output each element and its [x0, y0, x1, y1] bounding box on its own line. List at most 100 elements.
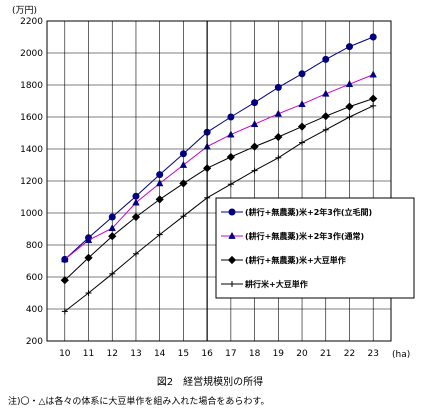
data-point [250, 142, 259, 151]
data-point [369, 33, 377, 41]
series-3 [60, 94, 378, 285]
data-point [369, 94, 378, 103]
data-point [84, 236, 93, 244]
x-tick-label: 23 [367, 349, 378, 359]
x-tick-label: 15 [178, 349, 189, 359]
legend-item: (耕行+無農薬)米+2年3作(立毛間) [221, 207, 372, 217]
series-4 [61, 102, 377, 315]
legend-item: (耕行+無農薬)米+大豆単作 [221, 255, 346, 265]
data-point [108, 232, 117, 241]
data-point [179, 150, 187, 158]
y-tick-label: 2200 [20, 17, 43, 27]
data-point [227, 130, 235, 138]
data-point [321, 112, 330, 121]
y-tick-label: 400 [26, 305, 43, 315]
data-point [155, 195, 164, 204]
x-tick-label: 18 [249, 349, 261, 359]
data-point [156, 171, 164, 179]
x-tick-label: 11 [83, 349, 94, 359]
y-unit-label: (万円) [12, 5, 37, 16]
data-point [275, 154, 282, 161]
x-tick-label: 13 [130, 349, 141, 359]
axis-layer: 200 400 600 800 1000 1200 1400 1600 1800 2000 2200… [20, 17, 392, 359]
data-point [370, 102, 377, 109]
data-point [226, 152, 235, 162]
y-tick-label: 1800 [20, 81, 43, 91]
data-point [369, 70, 377, 78]
data-point [251, 99, 259, 107]
data-point [132, 192, 140, 200]
legend-item: (耕行+無農薬)米+2年3作(通常) [221, 231, 364, 241]
y-tick-label: 800 [26, 241, 43, 251]
data-point [179, 179, 188, 188]
data-point [322, 126, 329, 133]
data-point [179, 160, 188, 168]
data-point [132, 198, 140, 206]
data-point [274, 132, 283, 142]
x-tick-label: 21 [320, 349, 331, 359]
data-point [274, 109, 283, 117]
data-point [251, 167, 258, 174]
data-point [131, 212, 141, 222]
legend-label: (耕行+無農薬)米+大豆単作 [245, 255, 346, 265]
legend-marker [229, 281, 235, 287]
data-point [180, 213, 187, 220]
series-line [64, 74, 374, 260]
x-tick-label: 17 [225, 349, 236, 359]
y-tick-label: 1000 [20, 209, 43, 219]
data-point [227, 181, 234, 188]
data-point [250, 120, 259, 128]
data-point [61, 255, 69, 263]
y-tick-label: 2000 [20, 49, 43, 59]
data-point [61, 308, 68, 315]
x-unit-label: (ha) [392, 350, 410, 360]
series-line [64, 98, 374, 281]
figure-caption: 図2 経営規模別の所得 [157, 375, 263, 388]
series-layer [60, 33, 378, 315]
legend-box [215, 197, 415, 299]
figure-note: 注)〇・△は各々の体系に大豆単作を組み入れた場合をあらわす。 [8, 395, 270, 407]
series-line [64, 105, 374, 312]
y-tick-label: 200 [26, 337, 43, 347]
data-point [227, 113, 235, 121]
data-point [345, 80, 354, 88]
series-line [64, 36, 374, 260]
data-point [345, 102, 354, 111]
data-point [274, 83, 282, 91]
legend-label: 耕行米+大豆単作 [244, 279, 308, 289]
data-point [298, 100, 306, 108]
x-tick-label: 22 [344, 349, 355, 359]
y-tick-label: 600 [26, 273, 43, 283]
data-point [322, 89, 330, 97]
data-point [298, 70, 306, 78]
data-point [85, 290, 92, 296]
legend-marker [228, 231, 236, 239]
data-point [345, 43, 353, 51]
legend-marker [228, 208, 236, 216]
data-point [84, 253, 93, 262]
data-point [155, 179, 164, 187]
legend-item: 耕行米+大豆単作 [221, 279, 308, 289]
series-2 [61, 70, 377, 263]
legend: (耕行+無農薬)米+2年3作(立毛間) (耕行+無農薬)米+2年3作(通常) (耕行… [215, 197, 415, 299]
data-point [60, 276, 69, 285]
y-tick-label: 1200 [20, 177, 43, 187]
x-tick-label: 16 [201, 349, 213, 359]
x-tick-label: 20 [296, 349, 308, 359]
data-point [322, 55, 330, 63]
data-point [297, 122, 307, 131]
legend-marker [227, 255, 237, 265]
data-point [108, 224, 116, 232]
data-point [109, 270, 116, 277]
data-point [156, 231, 163, 238]
x-tick-label: 10 [59, 349, 71, 359]
y-tick-label: 1600 [20, 113, 43, 123]
plot-frame [46, 20, 392, 342]
legend-label: (耕行+無農薬)米+2年3作(通常) [245, 231, 364, 241]
data-point [108, 213, 116, 221]
y-tick-label: 1400 [20, 145, 43, 155]
legend-label: (耕行+無農薬)米+2年3作(立毛間) [245, 207, 372, 217]
data-point [346, 114, 353, 120]
x-tick-label: 12 [107, 349, 118, 359]
